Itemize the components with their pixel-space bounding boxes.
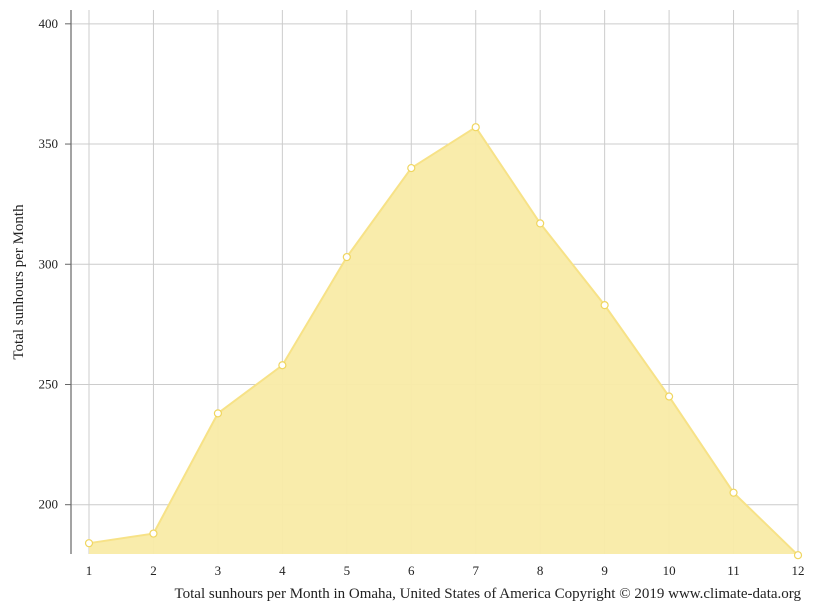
chart-caption: Total sunhours per Month in Omaha, Unite… [175, 586, 802, 602]
x-tick-label: 12 [792, 563, 805, 578]
x-tick-label: 5 [344, 563, 351, 578]
x-tick-label: 1 [86, 563, 93, 578]
area-layer [88, 125, 799, 556]
x-tick-label: 10 [663, 563, 676, 578]
x-tick-label: 2 [150, 563, 157, 578]
data-point [600, 301, 609, 310]
y-tick-label: 350 [39, 136, 59, 151]
data-point [407, 163, 416, 173]
x-tick-label: 8 [537, 563, 544, 578]
data-point [149, 529, 158, 538]
data-point [84, 539, 94, 548]
x-tick-label: 3 [215, 563, 222, 578]
series-line [88, 125, 799, 556]
data-point [664, 392, 674, 401]
data-point [213, 409, 223, 418]
data-points [84, 123, 803, 560]
y-tick-label: 250 [39, 376, 59, 391]
data-point [278, 361, 287, 370]
x-tick-label: 4 [279, 563, 286, 578]
y-axis-title: Total sunhours per Month [11, 204, 27, 360]
x-tick-label: 7 [472, 563, 479, 578]
x-tick-label: 6 [408, 563, 415, 578]
x-tick-label: 11 [727, 563, 740, 578]
axes [65, 10, 72, 554]
data-point [729, 488, 738, 497]
series-area [89, 127, 798, 556]
y-tick-labels: 200 250 300 350 400 [39, 16, 59, 512]
data-point [342, 252, 351, 262]
y-tick-label: 300 [39, 256, 59, 271]
data-point [471, 123, 480, 132]
y-tick-label: 200 [39, 497, 59, 512]
data-point [536, 219, 545, 228]
y-tick-label: 400 [39, 16, 59, 31]
data-point [793, 551, 803, 560]
x-tick-label: 9 [601, 563, 608, 578]
x-tick-labels: 1 2 3 4 5 6 7 8 9 10 11 12 [86, 563, 805, 578]
